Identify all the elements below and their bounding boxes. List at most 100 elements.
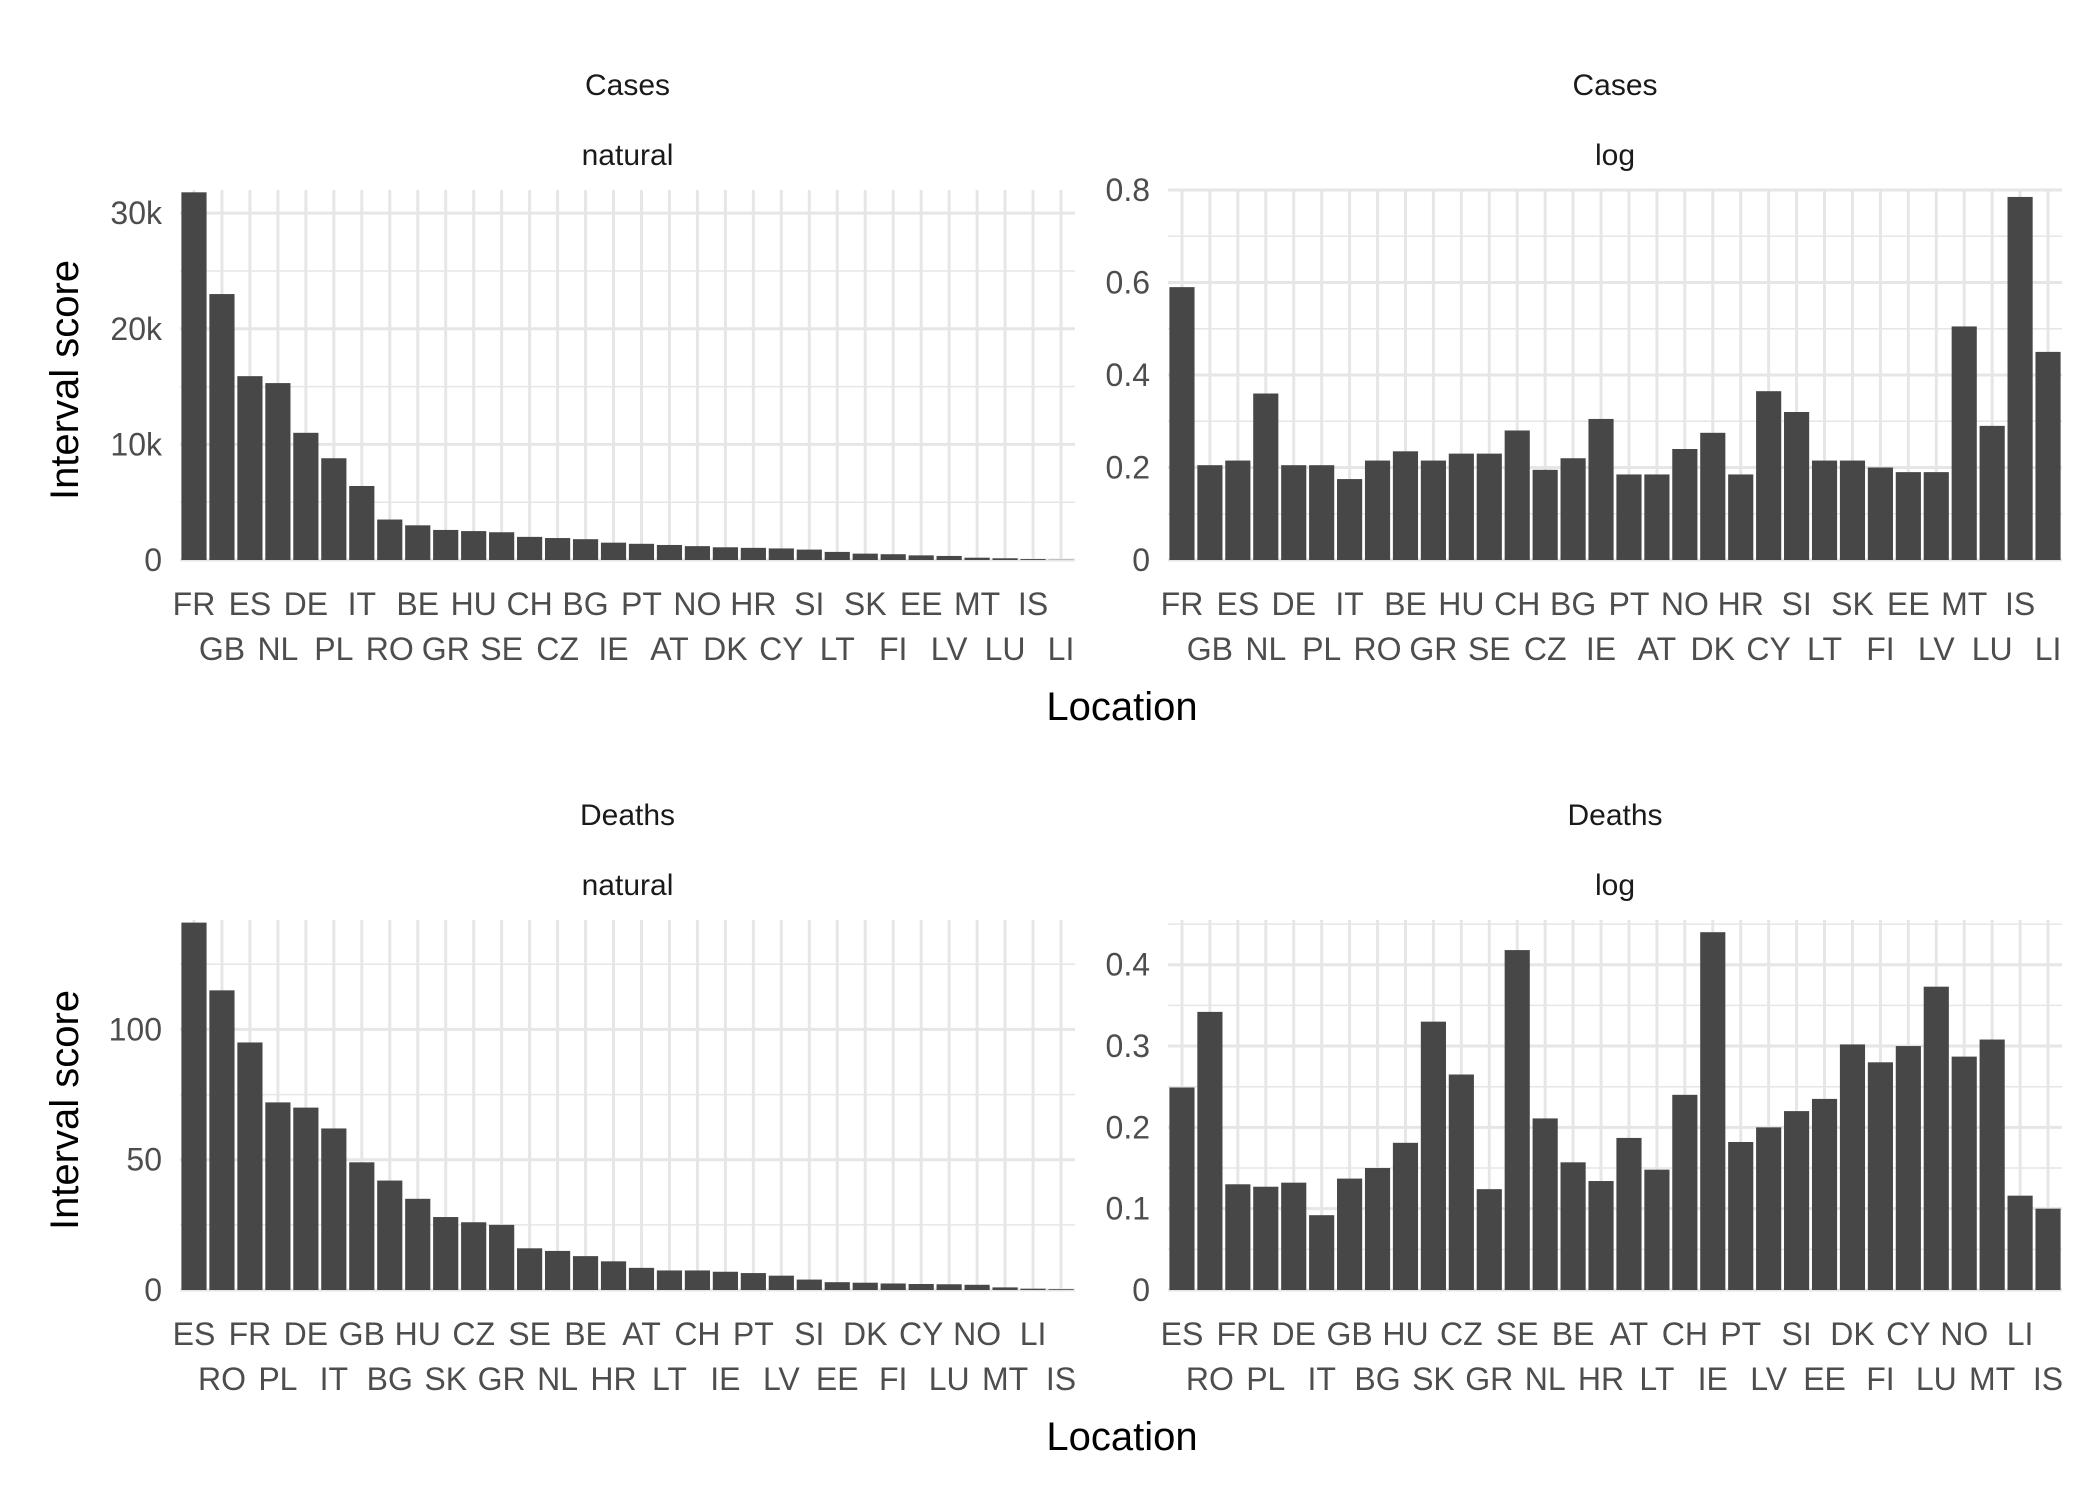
x-tick-label: IE xyxy=(710,1361,740,1397)
bar-se xyxy=(517,1248,543,1290)
x-tick-label: AT xyxy=(1610,1316,1649,1352)
bar-lu xyxy=(1979,425,2005,560)
x-tick-label: SE xyxy=(508,1316,551,1352)
x-tick-label: DK xyxy=(1830,1316,1874,1352)
bar-se xyxy=(489,532,515,560)
bar-si xyxy=(1784,412,1810,560)
bar-es xyxy=(1169,1087,1195,1290)
bar-fi xyxy=(1867,1062,1893,1290)
x-tick-label: LU xyxy=(985,631,1026,667)
bar-gr xyxy=(1476,1189,1502,1290)
y-tick-label: 30k xyxy=(110,195,163,231)
bar-ie xyxy=(600,542,627,560)
bar-no xyxy=(964,1284,990,1290)
bar-lu xyxy=(992,558,1018,560)
x-tick-label: IT xyxy=(1307,1361,1335,1397)
bar-lt xyxy=(1644,1169,1670,1290)
bar-ch xyxy=(517,536,543,560)
x-tick-label: BG xyxy=(367,1361,413,1397)
bar-nl xyxy=(265,383,291,560)
y-axis-title-bottom: Interval score xyxy=(43,990,87,1230)
bar-be xyxy=(405,525,431,560)
bar-hr xyxy=(1728,474,1754,560)
bar-pl xyxy=(321,458,347,560)
x-tick-label: CZ xyxy=(1524,631,1567,667)
bar-dk xyxy=(1700,432,1726,560)
x-tick-label: FI xyxy=(879,631,907,667)
bar-ro xyxy=(377,519,403,560)
bar-pl xyxy=(265,1102,291,1290)
x-tick-label: DE xyxy=(1271,1316,1315,1352)
bar-be xyxy=(572,1256,599,1290)
bar-hr xyxy=(740,547,766,560)
y-tick-label: 0 xyxy=(1132,542,1150,578)
bar-ch xyxy=(1504,430,1530,560)
bar-be xyxy=(1392,451,1419,560)
x-tick-label: LV xyxy=(1918,631,1955,667)
bar-fi xyxy=(880,1283,906,1290)
y-tick-label: 10k xyxy=(110,426,163,462)
x-tick-label: DK xyxy=(703,631,747,667)
x-tick-label: SE xyxy=(1468,631,1511,667)
x-tick-label: HU xyxy=(395,1316,441,1352)
x-tick-label: BE xyxy=(1552,1316,1595,1352)
bar-pt xyxy=(740,1273,766,1290)
x-tick-label: SK xyxy=(424,1361,467,1397)
x-tick-label: AT xyxy=(1638,631,1677,667)
y-tick-label: 0.8 xyxy=(1106,172,1150,208)
bar-gb xyxy=(209,294,235,560)
x-tick-label: FR xyxy=(1161,586,1204,622)
x-tick-label: IS xyxy=(2005,586,2035,622)
bar-nl xyxy=(1253,393,1279,560)
panel-title: Deaths xyxy=(580,799,675,832)
bar-pl xyxy=(1253,1186,1279,1290)
x-tick-label: SE xyxy=(480,631,523,667)
bar-ro xyxy=(1197,1011,1223,1290)
panel-title: Cases xyxy=(1572,69,1657,102)
x-tick-label: AT xyxy=(622,1316,661,1352)
chart-panel-3: Deaths natural 0 50 100 ES RO FR PL DE IT GB BG HU SK C… xyxy=(109,799,1077,1397)
x-tick-label: IE xyxy=(598,631,628,667)
x-tick-label: RO xyxy=(366,631,414,667)
bar-at xyxy=(1644,474,1670,560)
x-tick-label: DE xyxy=(1271,586,1315,622)
x-tick-label: CH xyxy=(1662,1316,1708,1352)
x-tick-label: SK xyxy=(1412,1361,1455,1397)
bar-fr xyxy=(1169,287,1195,560)
x-tick-label: BG xyxy=(1354,1361,1400,1397)
bar-gr xyxy=(433,529,459,560)
bar-cy xyxy=(768,548,794,560)
x-tick-label: SE xyxy=(1496,1316,1539,1352)
x-tick-label: HR xyxy=(590,1361,636,1397)
x-tick-label: LI xyxy=(2007,1316,2034,1352)
x-tick-label: IT xyxy=(348,586,376,622)
x-tick-label: LU xyxy=(929,1361,970,1397)
y-tick-label: 0.4 xyxy=(1106,947,1150,983)
x-tick-label: IT xyxy=(1335,586,1363,622)
x-tick-label: SI xyxy=(794,586,824,622)
bar-lu xyxy=(1923,986,1949,1290)
bar-gr xyxy=(1420,460,1446,560)
x-tick-label: IE xyxy=(1698,1361,1728,1397)
chart-panel-1: Cases natural 0 10k 20k 30k FR GB ES NL DE PL IT RO BE… xyxy=(110,69,1075,667)
x-tick-label: GB xyxy=(199,631,245,667)
bar-hr xyxy=(1588,1181,1614,1290)
bar-at xyxy=(1616,1137,1642,1290)
x-tick-label: LV xyxy=(1750,1361,1787,1397)
x-tick-label: IE xyxy=(1586,631,1616,667)
bar-fr xyxy=(1225,1184,1251,1290)
panel-subtitle: log xyxy=(1595,139,1635,172)
x-tick-label: HU xyxy=(1382,1316,1428,1352)
bar-at xyxy=(628,1267,655,1290)
x-tick-label: SI xyxy=(1781,586,1811,622)
bar-lv xyxy=(1923,472,1949,560)
x-tick-label: CY xyxy=(759,631,803,667)
chart-panel-4: Deaths log 0 0.1 0.2 0.3 0.4 ES RO FR PL DE IT GB BG HU… xyxy=(1106,799,2064,1397)
bar-pl xyxy=(1309,465,1335,560)
y-tick-label: 0.1 xyxy=(1106,1191,1150,1227)
x-tick-label: LV xyxy=(763,1361,800,1397)
bar-hu xyxy=(1392,1142,1419,1290)
x-tick-label: GR xyxy=(478,1361,526,1397)
x-tick-label: NL xyxy=(1525,1361,1566,1397)
x-tick-label: EE xyxy=(1803,1361,1846,1397)
